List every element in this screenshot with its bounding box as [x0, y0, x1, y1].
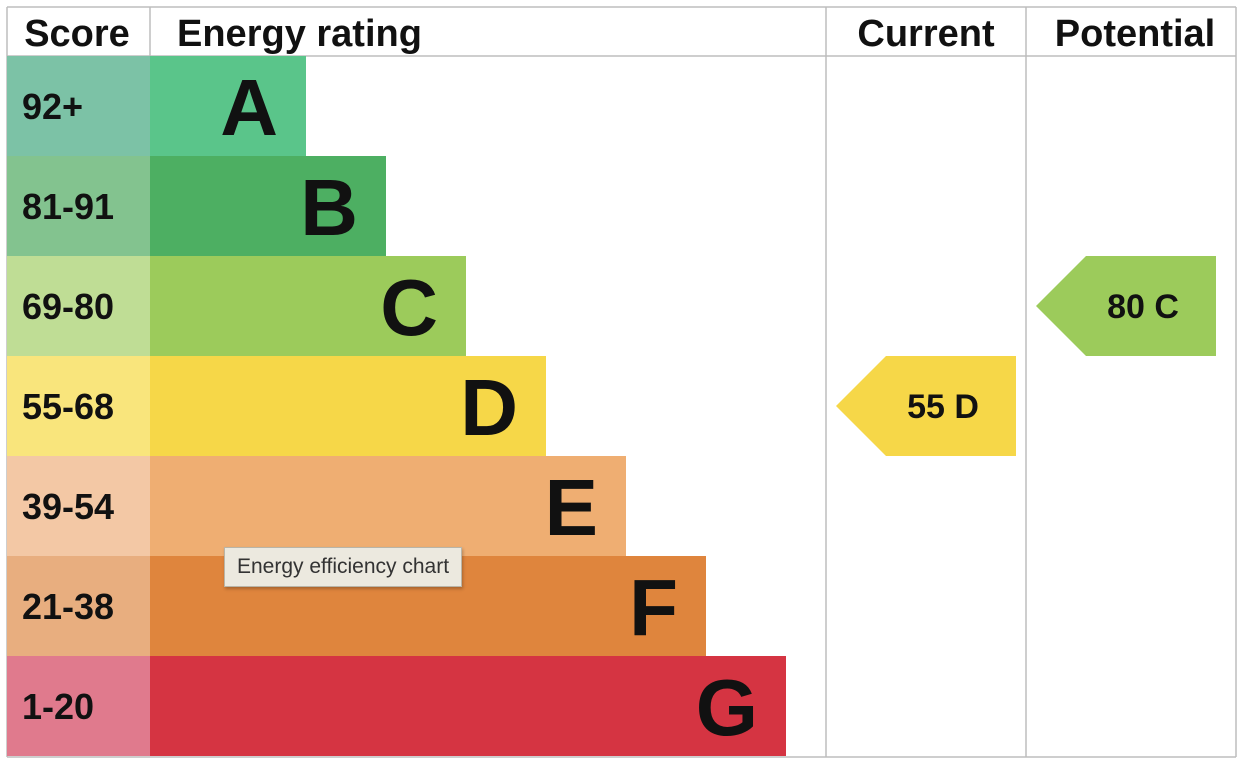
score-cell-g [7, 656, 150, 756]
rating-arrows: 55 D 80 C [836, 256, 1216, 456]
rating-bands: 92+ A 81-91 B 69-80 C 55-68 D 39-54 E 21-38 F 1-20 G [7, 56, 786, 756]
rating-letter-d: D [460, 363, 518, 452]
current-rating-label: 55 D [907, 388, 979, 426]
score-range-a: 92+ [22, 86, 83, 127]
current-header: Current [857, 13, 995, 55]
score-range-e: 39-54 [22, 486, 114, 527]
rating-bar-a [150, 56, 306, 156]
score-range-b: 81-91 [22, 186, 114, 227]
rating-letter-e: E [545, 463, 598, 552]
potential-header: Potential [1055, 13, 1215, 55]
energy-rating-header: Energy rating [177, 13, 422, 55]
rating-letter-c: C [380, 263, 438, 352]
score-cell-d [7, 356, 150, 456]
score-header: Score [24, 13, 130, 55]
score-range-f: 21-38 [22, 586, 114, 627]
rating-bar-g [150, 656, 786, 756]
rating-bar-e [150, 456, 626, 556]
rating-letter-g: G [696, 663, 758, 752]
rating-bar-d [150, 356, 546, 456]
score-range-d: 55-68 [22, 386, 114, 427]
current-arrow [836, 356, 1016, 456]
rating-bar-b [150, 156, 386, 256]
rating-bar-c [150, 256, 466, 356]
chart-tooltip: Energy efficiency chart [224, 547, 463, 587]
score-cell-e [7, 456, 150, 556]
potential-rating-label: 80 C [1107, 288, 1179, 326]
score-cell-a [7, 56, 150, 156]
rating-letter-a: A [220, 63, 278, 152]
score-cell-c [7, 256, 150, 356]
rating-letter-f: F [629, 563, 678, 652]
score-cell-f [7, 556, 150, 656]
score-cell-b [7, 156, 150, 256]
potential-arrow [1036, 256, 1216, 356]
score-range-c: 69-80 [22, 286, 114, 327]
score-range-g: 1-20 [22, 686, 94, 727]
rating-letter-b: B [300, 163, 358, 252]
